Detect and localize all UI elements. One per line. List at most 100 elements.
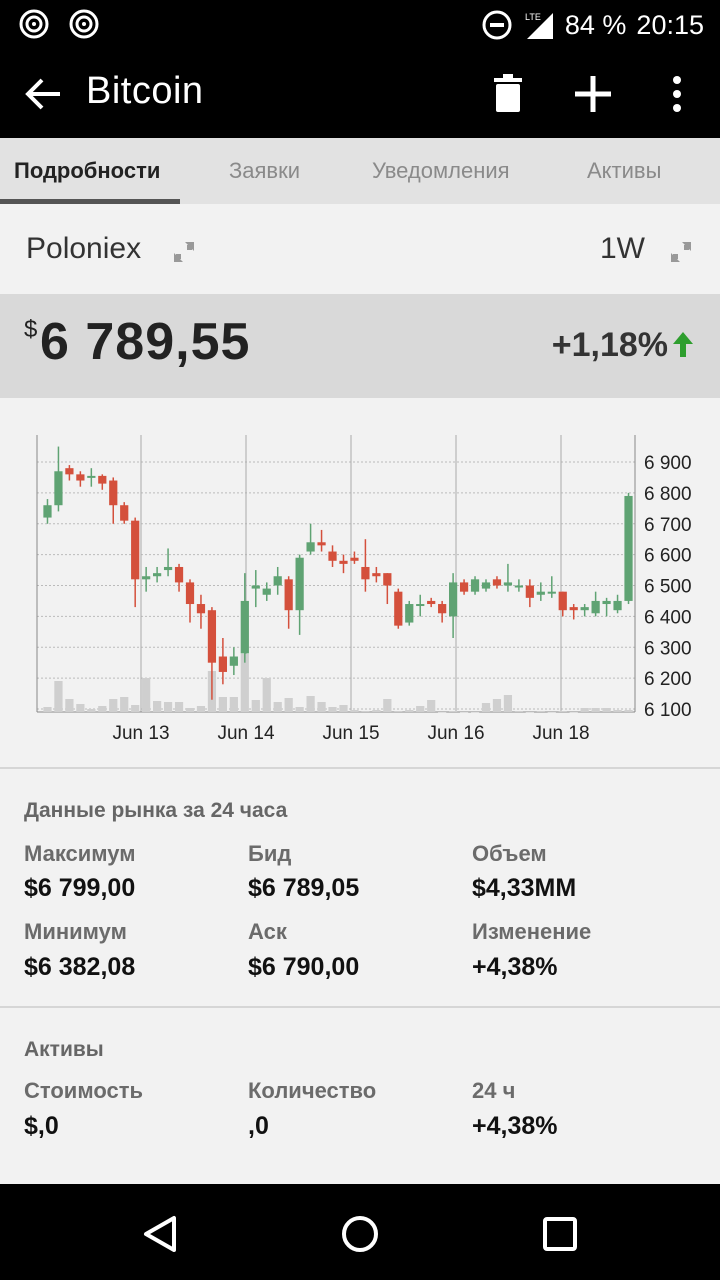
volume-bar <box>306 696 315 712</box>
volume-bar <box>613 710 622 712</box>
candle-body <box>569 607 578 611</box>
y-tick-label: 6 600 <box>644 546 692 567</box>
holdings-24h-change: +4,38% <box>472 1112 558 1140</box>
currency-symbol: $ <box>24 316 38 343</box>
status-bar: LTE 84 % 20:15 <box>0 0 720 50</box>
candle-body <box>492 579 502 586</box>
volume-bar <box>525 712 534 713</box>
candle-body <box>262 588 271 595</box>
candle-body <box>306 542 315 552</box>
notification-icon <box>19 9 49 39</box>
x-tick-label: Jun 13 <box>112 723 169 744</box>
candle-body <box>503 582 513 586</box>
expand-icon[interactable] <box>172 240 196 264</box>
price-row: $ 6 789,55 +1,18% <box>0 294 720 398</box>
exchange-selector[interactable]: Poloniex <box>26 232 142 265</box>
volume-bar <box>54 681 63 712</box>
candle-body <box>120 505 129 521</box>
candle-body <box>427 600 436 605</box>
candle-body <box>76 474 85 481</box>
back-triangle-icon[interactable] <box>138 1212 182 1256</box>
divider <box>0 767 720 769</box>
arrow-up-icon <box>673 332 693 357</box>
home-circle-icon[interactable] <box>338 1212 382 1256</box>
tab-details[interactable]: Подробности <box>14 158 161 183</box>
candle-body <box>273 576 282 586</box>
candle-body <box>591 600 600 614</box>
recents-square-icon[interactable] <box>538 1212 582 1256</box>
page-title: Bitcoin <box>86 70 204 112</box>
candle-body <box>405 604 414 623</box>
low-value: $6 382,08 <box>24 953 136 981</box>
volume-bar <box>558 711 567 712</box>
back-arrow-icon[interactable] <box>22 72 66 116</box>
candle-body <box>142 576 151 580</box>
candle-body <box>394 591 403 626</box>
volume-bar <box>438 712 447 713</box>
volume-bar <box>174 702 184 712</box>
y-tick-label: 6 200 <box>644 669 692 690</box>
tab-alerts[interactable]: Уведомления <box>372 158 510 183</box>
volume-bar <box>547 712 556 713</box>
section-title: Активы <box>24 1038 104 1061</box>
volume-bar <box>470 712 480 713</box>
more-vert-icon[interactable] <box>653 70 701 118</box>
x-tick-label: Jun 16 <box>427 723 484 744</box>
x-tick-label: Jun 18 <box>532 723 589 744</box>
change-label: Изменение <box>472 919 592 944</box>
period-selector[interactable]: 1W <box>600 232 645 265</box>
candle-body <box>196 604 206 614</box>
volume-bar <box>120 697 129 712</box>
tab-indicator <box>0 199 180 204</box>
candle-body <box>185 582 195 605</box>
y-tick-label: 6 800 <box>644 484 692 505</box>
candle-body <box>514 585 523 588</box>
network-label: LTE <box>525 12 541 22</box>
y-tick-label: 6 700 <box>644 515 692 536</box>
volume-bar <box>591 708 600 712</box>
volume-bar <box>76 704 85 712</box>
candle-body <box>416 604 425 607</box>
holdings-value-label: Стоимость <box>24 1078 144 1103</box>
volume-bar <box>394 711 403 712</box>
add-icon[interactable] <box>569 70 617 118</box>
volume-bar <box>218 697 227 712</box>
candle-body <box>459 582 469 592</box>
candle-body <box>372 573 381 577</box>
candle-body <box>383 573 392 586</box>
volume-bar <box>43 707 52 712</box>
high-label: Максимум <box>24 841 136 866</box>
volume-bar <box>602 708 611 712</box>
volume-bar <box>383 699 392 712</box>
do-not-disturb-icon <box>482 10 512 40</box>
y-tick-label: 6 500 <box>644 577 692 598</box>
trash-icon[interactable] <box>484 70 532 118</box>
section-title: Данные рынка за 24 часа <box>24 799 288 822</box>
bid-value: $6 789,05 <box>248 874 360 902</box>
volume-bar <box>405 710 414 712</box>
price-chart[interactable]: 6 900 6 800 6 700 6 600 6 500 6 400 6 300 6 200… <box>0 398 720 768</box>
expand-icon[interactable] <box>669 240 693 264</box>
volume-bar <box>229 697 238 712</box>
volume-bar <box>624 710 633 712</box>
ask-label: Аск <box>248 919 287 944</box>
tab-bar: Подробности Заявки Уведомления Активы <box>0 138 720 204</box>
candle-body <box>317 542 326 546</box>
candle-body <box>328 551 337 561</box>
candle-body <box>207 610 217 663</box>
volume-bar <box>449 711 458 712</box>
volume-bar <box>196 706 206 712</box>
volume-bar <box>503 695 513 712</box>
candle-body <box>580 607 589 611</box>
candle-body <box>163 566 173 571</box>
volume-bar <box>580 708 589 712</box>
candle-body <box>449 582 458 617</box>
tab-holdings[interactable]: Активы <box>587 158 662 183</box>
candle-body <box>481 582 491 589</box>
exchange-row: Poloniex 1W <box>0 204 720 294</box>
candle-body <box>240 600 249 654</box>
x-tick-label: Jun 15 <box>322 723 379 744</box>
x-tick-label: Jun 14 <box>217 723 274 744</box>
tab-orders[interactable]: Заявки <box>229 158 301 183</box>
volume-bar <box>142 678 151 712</box>
